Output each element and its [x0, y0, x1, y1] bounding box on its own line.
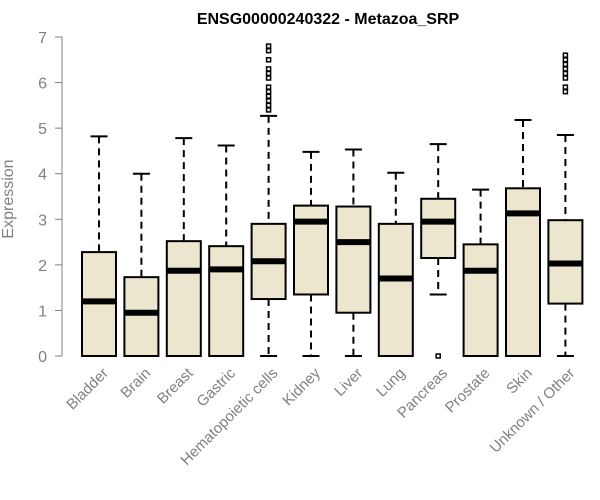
- y-tick-label: 2: [38, 258, 47, 275]
- box-11: [547, 52, 584, 357]
- outlier-point: [265, 107, 272, 113]
- x-tick-label: Skin: [503, 365, 536, 398]
- outlier-point: [265, 88, 272, 95]
- box-8: [420, 143, 457, 359]
- x-tick-label: Prostate: [442, 365, 494, 417]
- box-2: [165, 137, 202, 357]
- y-axis: 0 1 2 3 4 5 6 7: [38, 30, 63, 366]
- chart-title: ENSG00000240322 - Metazoa_SRP: [197, 11, 460, 28]
- outlier-point: [265, 70, 272, 77]
- box-iqr: [335, 205, 372, 314]
- outlier-point: [435, 353, 441, 359]
- y-tick-label: 1: [38, 303, 47, 320]
- y-tick-label: 6: [38, 76, 47, 93]
- outlier-point: [562, 88, 569, 95]
- box-4: [250, 43, 287, 357]
- box-1: [123, 172, 160, 358]
- box-iqr: [165, 240, 202, 357]
- x-tick-label: Liver: [331, 365, 366, 400]
- box-10: [505, 118, 541, 357]
- box-6: [335, 148, 372, 357]
- y-tick-label: 3: [38, 212, 47, 229]
- box-iqr: [377, 222, 414, 357]
- y-axis-label: Expression: [0, 159, 17, 238]
- x-tick-label: Lung: [373, 365, 409, 401]
- y-tick-label: 5: [38, 121, 47, 138]
- box-7: [377, 171, 414, 357]
- box-5: [293, 150, 329, 357]
- x-tick-label: Bladder: [63, 365, 112, 414]
- box-9: [462, 188, 499, 358]
- outlier-point: [562, 66, 569, 72]
- y-tick-label: 7: [38, 30, 47, 47]
- y-tick-label: 0: [38, 349, 47, 366]
- outlier-point: [265, 66, 272, 72]
- box-iqr: [208, 245, 245, 357]
- outlier-point: [562, 75, 569, 81]
- outlier-point: [265, 75, 272, 81]
- box-0: [81, 135, 117, 357]
- x-tick-label: Kidney: [279, 364, 324, 409]
- outlier-point: [562, 57, 569, 63]
- box-iqr: [420, 197, 457, 260]
- outlier-point: [265, 84, 272, 90]
- outlier-point: [265, 102, 272, 109]
- outlier-point: [562, 61, 569, 68]
- y-tick-label: 4: [38, 167, 47, 184]
- box-3: [208, 144, 245, 357]
- x-tick-label: Brain: [117, 365, 154, 402]
- outlier-point: [562, 70, 569, 77]
- outlier-point: [265, 98, 272, 104]
- outlier-point: [265, 43, 272, 49]
- outlier-point: [265, 47, 272, 54]
- box-iqr: [123, 276, 160, 358]
- outlier-point: [265, 93, 272, 99]
- box-iqr: [462, 243, 499, 358]
- x-tick-label: Breast: [154, 364, 197, 407]
- outlier-point: [562, 84, 569, 90]
- outlier-point: [562, 52, 569, 58]
- box-series: [81, 43, 584, 359]
- outlier-point: [265, 57, 272, 63]
